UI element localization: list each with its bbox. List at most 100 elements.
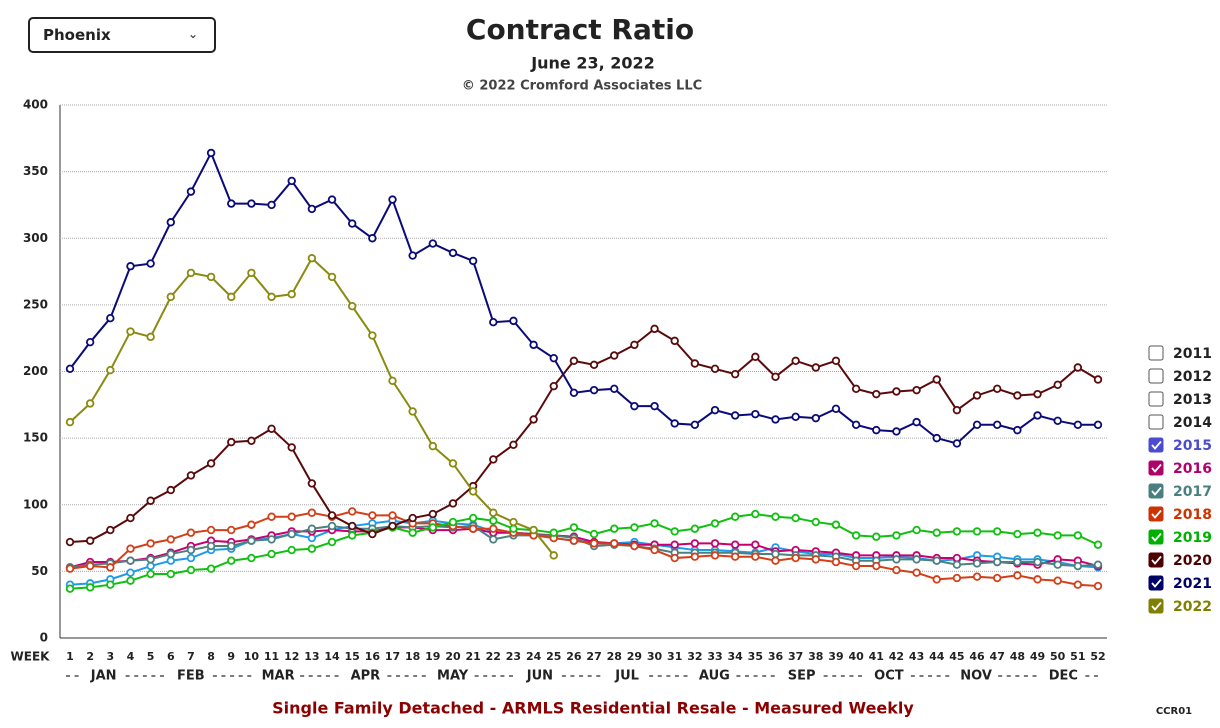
x-tick-label: 25 (546, 650, 561, 663)
data-point (65, 537, 75, 547)
x-tick-label: 16 (365, 650, 381, 663)
data-point (85, 399, 95, 408)
x-tick-label: 1 (66, 650, 74, 663)
data-point (186, 187, 196, 196)
data-point (146, 561, 155, 571)
data-point (206, 564, 216, 573)
x-tick-label: 2 (86, 650, 94, 663)
y-tick-label: 350 (23, 164, 48, 178)
series-line (69, 526, 1099, 569)
legend-label[interactable]: 2018 (1173, 507, 1212, 523)
data-point (710, 405, 720, 415)
data-point (912, 525, 921, 535)
legend-label[interactable]: 2022 (1173, 599, 1212, 615)
legend-label[interactable]: 2017 (1173, 484, 1212, 500)
month-label: MAY (437, 669, 469, 684)
footer: Single Family Detached - ARMLS Residenti… (272, 699, 914, 718)
legend-checkbox[interactable] (1148, 391, 1164, 407)
data-point (1073, 363, 1083, 372)
data-point (1013, 571, 1022, 580)
data-point (851, 531, 861, 540)
x-tick-label: 23 (506, 650, 521, 663)
data-point (206, 525, 216, 535)
data-point (892, 555, 901, 564)
data-point (287, 176, 296, 186)
data-point (388, 376, 397, 386)
data-point (1093, 560, 1103, 569)
data-point (287, 545, 296, 555)
chart-title: Contract Ratio (466, 13, 694, 46)
month-label: AUG (699, 669, 730, 684)
data-point (549, 551, 558, 560)
legend-checkbox[interactable] (1148, 483, 1164, 499)
data-point (106, 314, 115, 323)
data-point (952, 527, 962, 536)
legend-checkbox[interactable] (1148, 345, 1164, 361)
x-tick-label: 11 (264, 650, 279, 663)
series-line (69, 510, 1099, 588)
legend-label[interactable]: 2020 (1173, 553, 1212, 569)
legend-label[interactable]: 2012 (1173, 369, 1212, 385)
data-point (448, 248, 458, 258)
data-point (428, 523, 438, 532)
data-point (730, 512, 740, 521)
data-point (146, 496, 155, 505)
data-point (771, 556, 780, 565)
legend-check (1151, 509, 1162, 519)
legend-checkbox[interactable] (1148, 506, 1164, 522)
legend-checkbox[interactable] (1148, 598, 1164, 614)
data-point (388, 521, 397, 531)
legend-checkbox[interactable] (1148, 460, 1164, 476)
data-point (206, 148, 216, 158)
data-point (267, 512, 276, 521)
data-point (851, 561, 861, 571)
month-label: DEC (1049, 669, 1078, 684)
x-tick-label: 36 (768, 650, 784, 663)
data-point (1093, 581, 1103, 591)
data-point (972, 391, 982, 400)
data-point (791, 356, 800, 366)
month-label: MAR (262, 669, 295, 684)
y-tick-label: 200 (23, 364, 48, 378)
legend-label[interactable]: 2019 (1173, 530, 1212, 546)
month-label: OCT (874, 669, 904, 684)
legend-checkbox[interactable] (1148, 575, 1164, 591)
legend-label[interactable]: 2013 (1173, 392, 1212, 408)
data-point (489, 516, 498, 525)
data-point (529, 340, 538, 350)
data-point (670, 540, 679, 549)
data-point (993, 557, 1002, 567)
data-point (1013, 425, 1022, 435)
x-tick-label: 4 (127, 650, 135, 663)
data-point (710, 539, 720, 548)
data-point (408, 251, 417, 260)
data-point (186, 268, 196, 278)
legend-checkbox[interactable] (1148, 529, 1164, 545)
legend-checkbox[interactable] (1148, 414, 1164, 430)
data-point (811, 413, 821, 423)
data-point (126, 568, 135, 577)
data-point (327, 511, 337, 520)
legend-check (1151, 555, 1162, 565)
data-point (791, 553, 800, 563)
data-point (892, 565, 901, 575)
legend-label[interactable]: 2014 (1173, 415, 1212, 431)
data-point (569, 536, 579, 545)
legend-label[interactable]: 2021 (1173, 576, 1212, 592)
data-point (126, 576, 135, 585)
series-line (69, 327, 1099, 544)
data-point (1073, 580, 1083, 589)
region-dropdown[interactable]: Phoenix ⌄ (28, 17, 216, 53)
x-axis-label: WEEK (11, 650, 51, 664)
legend-checkbox[interactable] (1148, 368, 1164, 384)
data-point (166, 556, 175, 565)
data-point (690, 539, 700, 548)
legend-checkbox[interactable] (1148, 552, 1164, 568)
legend-label[interactable]: 2016 (1173, 461, 1212, 477)
data-point (368, 529, 377, 539)
legend-checkbox[interactable] (1148, 437, 1164, 453)
legend-label[interactable]: 2015 (1173, 438, 1212, 454)
data-point (811, 517, 821, 527)
data-point (771, 512, 780, 521)
legend-label[interactable]: 2011 (1173, 346, 1212, 362)
